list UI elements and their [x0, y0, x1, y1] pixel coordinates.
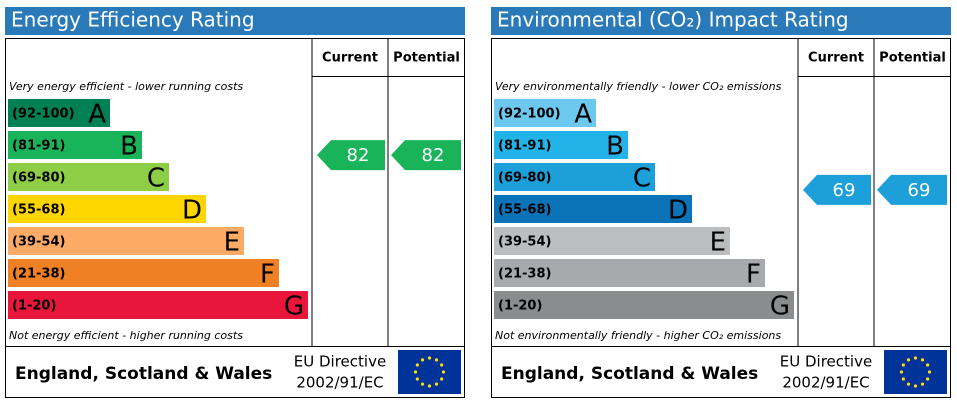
panel-title: Energy Efficiency Rating	[11, 8, 255, 32]
band-letter: C	[633, 164, 651, 194]
rating-band	[494, 291, 794, 319]
footer-region: England, Scotland & Wales	[15, 364, 272, 384]
band-range: (1-20)	[12, 299, 56, 314]
rating-band	[8, 259, 279, 287]
band-range: (92-100)	[12, 107, 75, 122]
band-letter: D	[182, 196, 202, 226]
band-range: (21-38)	[498, 267, 551, 282]
rating-band	[494, 195, 692, 223]
column-header: Potential	[879, 51, 946, 66]
eu-star	[420, 382, 425, 386]
rating-band	[8, 163, 169, 191]
rating-band	[8, 99, 110, 127]
footer-directive: 2002/91/EC	[296, 374, 383, 392]
eu-star	[427, 356, 432, 360]
rating-band	[8, 131, 142, 159]
band-range: (69-80)	[498, 171, 551, 186]
rating-arrow	[391, 140, 461, 171]
eu-star	[434, 358, 439, 362]
eu-star	[913, 356, 918, 360]
title-bar	[5, 7, 465, 35]
column-header: Current	[808, 51, 864, 66]
rating-value: 69	[908, 180, 931, 201]
rating-panel: Environmental (CO₂) Impact Rating Current…	[491, 7, 951, 398]
bottom-note: Not environmentally friendly - higher CO…	[495, 329, 781, 342]
rating-band	[8, 227, 244, 255]
eu-star	[420, 358, 425, 362]
panel-title: Environmental (CO₂) Impact Rating	[497, 8, 849, 32]
band-letter: B	[606, 132, 624, 162]
band-letter: G	[284, 292, 304, 322]
eu-star	[415, 377, 419, 381]
column-header: Current	[322, 51, 378, 66]
eu-star	[913, 384, 918, 388]
rating-arrow	[803, 174, 871, 205]
top-note: Very environmentally friendly - lower CO…	[495, 80, 782, 93]
rating-band	[494, 227, 730, 255]
rating-band	[8, 291, 308, 319]
eu-star	[927, 370, 932, 374]
bottom-note: Not energy efficient - higher running co…	[9, 329, 243, 342]
rating-band	[494, 259, 765, 287]
band-range: (55-68)	[498, 203, 551, 218]
band-range: (55-68)	[12, 203, 65, 218]
eu-star	[926, 377, 930, 381]
eu-star	[440, 377, 444, 381]
eu-star	[440, 363, 444, 367]
band-letter: G	[770, 292, 790, 322]
band-letter: A	[574, 100, 592, 130]
band-letter: F	[260, 260, 275, 290]
eu-star	[906, 358, 911, 362]
eu-star	[434, 382, 439, 386]
band-range: (39-54)	[498, 235, 551, 250]
rating-arrow	[317, 140, 385, 171]
rating-band	[8, 195, 206, 223]
footer-region: England, Scotland & Wales	[501, 364, 758, 384]
footer-directive: EU Directive	[780, 353, 872, 371]
footer-directive: EU Directive	[294, 353, 386, 371]
panel-frame	[5, 38, 465, 398]
top-note: Very energy efficient - lower running co…	[9, 80, 243, 93]
band-range: (69-80)	[12, 171, 65, 186]
eu-star	[906, 382, 911, 386]
rating-value: 82	[422, 145, 445, 166]
band-letter: B	[120, 132, 138, 162]
band-letter: C	[147, 164, 165, 194]
eu-star	[920, 382, 925, 386]
title-bar	[491, 7, 951, 35]
band-range: (39-54)	[12, 235, 65, 250]
band-range: (21-38)	[12, 267, 65, 282]
band-letter: D	[668, 196, 688, 226]
column-header: Potential	[393, 51, 460, 66]
rating-band	[494, 131, 628, 159]
band-range: (1-20)	[498, 299, 542, 314]
rating-panel: Energy Efficiency Rating Current Potential…	[5, 7, 465, 398]
eu-star	[899, 370, 904, 374]
rating-band	[494, 99, 596, 127]
eu-star	[920, 358, 925, 362]
band-range: (81-91)	[498, 139, 551, 154]
panel-frame	[491, 38, 951, 398]
eu-star	[441, 370, 446, 374]
rating-band	[494, 163, 655, 191]
footer-directive: 2002/91/EC	[782, 374, 869, 392]
band-letter: A	[88, 100, 106, 130]
band-range: (81-91)	[12, 139, 65, 154]
eu-star	[901, 363, 905, 367]
rating-value: 82	[347, 145, 370, 166]
eu-star	[413, 370, 418, 374]
eu-star	[901, 377, 905, 381]
rating-value: 69	[833, 180, 856, 201]
eu-star	[427, 384, 432, 388]
band-range: (92-100)	[498, 107, 561, 122]
eu-star	[926, 363, 930, 367]
band-letter: E	[710, 228, 726, 258]
eu-star	[415, 363, 419, 367]
rating-arrow	[877, 174, 947, 205]
band-letter: F	[746, 260, 761, 290]
band-letter: E	[224, 228, 240, 258]
